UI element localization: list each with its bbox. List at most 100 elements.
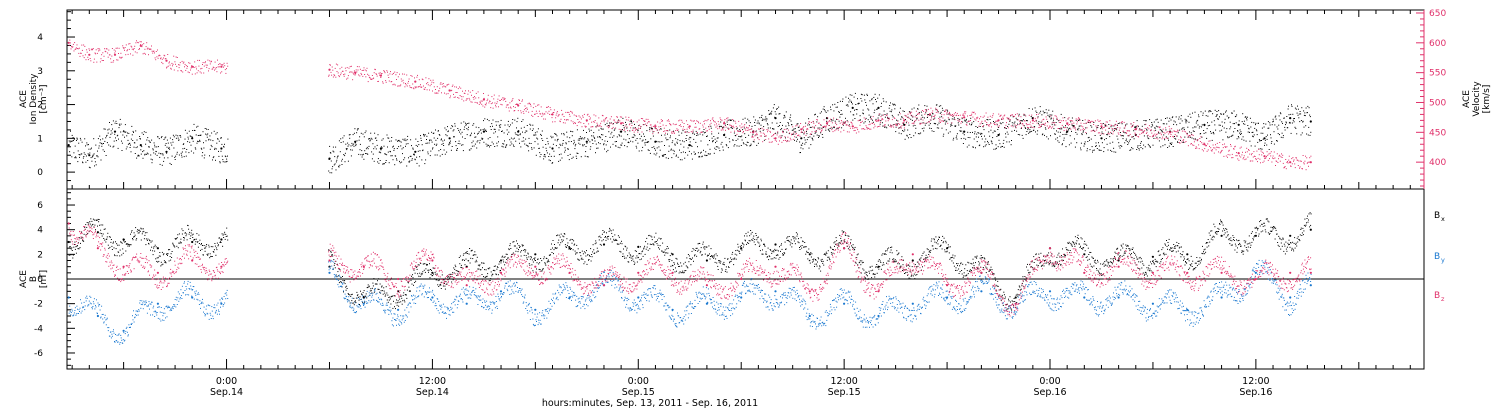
density-sample: [1087, 148, 1088, 149]
velocity-sample: [724, 119, 725, 120]
velocity-sample: [437, 86, 438, 87]
density-sample: [1222, 126, 1223, 127]
density-sample: [1035, 107, 1036, 108]
density-sample: [1207, 116, 1208, 117]
density-sample: [436, 144, 437, 145]
density-sample: [89, 153, 90, 154]
density-sample: [715, 142, 716, 143]
density-sample: [902, 117, 903, 118]
density-sample: [862, 94, 863, 95]
density-sample: [1000, 123, 1001, 124]
density-sample: [808, 137, 809, 138]
velocity-sample: [534, 103, 535, 104]
density-sample: [980, 134, 981, 135]
density-sample: [203, 148, 204, 149]
density-sample: [141, 146, 142, 147]
density-sample: [605, 136, 606, 137]
velocity-sample: [1094, 131, 1095, 132]
density-sample: [747, 119, 748, 120]
density-sample: [126, 135, 127, 136]
density-sample: [594, 137, 595, 138]
density-sample: [1290, 114, 1291, 115]
velocity-sample: [1252, 153, 1253, 154]
velocity-sample: [428, 84, 429, 85]
density-sample: [869, 121, 870, 122]
velocity-sample: [930, 108, 931, 109]
density-sample: [533, 135, 534, 136]
velocity-sample: [878, 120, 879, 121]
velocity-sample: [1120, 128, 1121, 129]
density-sample: [719, 126, 720, 127]
velocity-sample: [1055, 125, 1056, 126]
velocity-sample: [370, 77, 371, 78]
density-tick-label: 1: [37, 134, 43, 144]
density-sample: [436, 145, 437, 146]
density-sample: [988, 131, 989, 132]
velocity-sample: [993, 123, 994, 124]
density-sample: [447, 126, 448, 127]
density-sample: [105, 137, 106, 138]
velocity-sample: [1174, 131, 1175, 132]
velocity-sample: [397, 72, 398, 73]
velocity-sample: [1227, 157, 1228, 158]
density-sample: [1149, 145, 1150, 146]
velocity-sample: [1046, 116, 1047, 117]
density-sample: [701, 141, 702, 142]
density-sample: [726, 144, 727, 145]
velocity-sample: [784, 136, 785, 137]
density-sample: [454, 136, 455, 137]
velocity-sample: [405, 83, 406, 84]
density-sample: [221, 151, 222, 152]
density-sample: [1106, 138, 1107, 139]
density-sample: [742, 140, 743, 141]
velocity-sample: [565, 112, 566, 113]
density-sample: [181, 155, 182, 156]
velocity-sample: [1104, 127, 1105, 128]
velocity-sample: [1298, 165, 1299, 166]
velocity-sample: [881, 119, 882, 120]
velocity-sample: [355, 75, 356, 76]
velocity-sample: [356, 69, 357, 70]
velocity-sample: [490, 107, 491, 108]
velocity-sample: [600, 125, 601, 126]
density-sample: [1038, 121, 1039, 122]
velocity-sample: [394, 84, 395, 85]
density-sample: [1174, 136, 1175, 137]
velocity-sample: [1055, 115, 1056, 116]
density-sample: [1246, 119, 1247, 120]
velocity-sample: [1082, 126, 1083, 127]
velocity-sample: [983, 125, 984, 126]
velocity-sample: [1126, 133, 1127, 134]
density-sample: [1295, 108, 1296, 109]
density-sample: [82, 162, 83, 163]
density-sample: [100, 139, 101, 140]
density-sample: [631, 123, 632, 124]
density-sample: [785, 137, 786, 138]
velocity-sample: [1056, 118, 1057, 119]
density-sample: [1011, 144, 1012, 145]
density-sample: [1075, 147, 1076, 148]
density-sample: [608, 125, 609, 126]
velocity-sample: [564, 116, 565, 117]
density-sample: [1067, 127, 1068, 128]
density-sample: [761, 125, 762, 126]
density-sample: [471, 142, 472, 143]
density-sample: [465, 123, 466, 124]
density-sample: [837, 107, 838, 108]
density-sample: [1244, 124, 1245, 125]
density-sample: [218, 151, 219, 152]
velocity-sample: [948, 117, 949, 118]
density-sample: [680, 144, 681, 145]
density-sample: [407, 136, 408, 137]
density-sample: [113, 120, 114, 121]
density-sample: [474, 133, 475, 134]
velocity-sample: [1185, 131, 1186, 132]
density-sample: [345, 144, 346, 145]
density-sample: [96, 164, 97, 165]
density-sample: [411, 156, 412, 157]
velocity-sample: [494, 103, 495, 104]
velocity-sample: [1008, 127, 1009, 128]
density-sample: [371, 151, 372, 152]
velocity-sample: [873, 116, 874, 117]
velocity-sample: [190, 70, 191, 71]
